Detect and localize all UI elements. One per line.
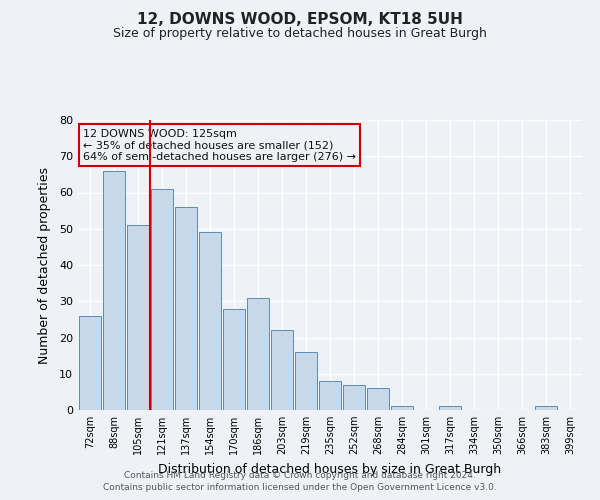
Bar (151, 189, 173, 410)
Y-axis label: Number of detached properties: Number of detached properties (38, 166, 50, 364)
Bar (247, 298, 269, 410)
X-axis label: Distribution of detached houses by size in Great Burgh: Distribution of detached houses by size … (158, 462, 502, 475)
Bar (343, 384, 365, 410)
Text: Size of property relative to detached houses in Great Burgh: Size of property relative to detached ho… (113, 28, 487, 40)
Bar (535, 406, 557, 410)
Bar (103, 171, 125, 410)
Bar (175, 207, 197, 410)
Bar (295, 352, 317, 410)
Text: 12 DOWNS WOOD: 125sqm
← 35% of detached houses are smaller (152)
64% of semi-det: 12 DOWNS WOOD: 125sqm ← 35% of detached … (83, 128, 356, 162)
Text: Contains public sector information licensed under the Open Government Licence v3: Contains public sector information licen… (103, 484, 497, 492)
Bar (199, 232, 221, 410)
Bar (127, 225, 149, 410)
Text: 12, DOWNS WOOD, EPSOM, KT18 5UH: 12, DOWNS WOOD, EPSOM, KT18 5UH (137, 12, 463, 28)
Bar (223, 308, 245, 410)
Bar (367, 388, 389, 410)
Bar (79, 316, 101, 410)
Bar (439, 406, 461, 410)
Bar (271, 330, 293, 410)
Bar (391, 406, 413, 410)
Text: Contains HM Land Registry data © Crown copyright and database right 2024.: Contains HM Land Registry data © Crown c… (124, 471, 476, 480)
Bar (319, 381, 341, 410)
